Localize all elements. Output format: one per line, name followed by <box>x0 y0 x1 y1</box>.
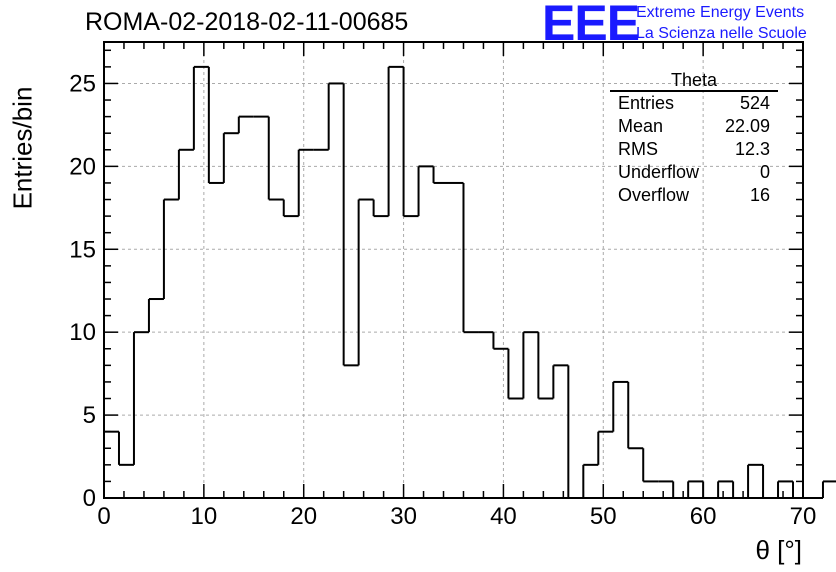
stats-label: RMS <box>618 139 658 159</box>
axes: 0 10 20 30 40 50 60 70 0 5 10 15 20 25 <box>69 41 817 530</box>
plot-frame <box>103 41 804 499</box>
x-tick-label: 0 <box>97 503 110 530</box>
stats-row-mean: Mean 22.09 <box>610 115 778 138</box>
stats-title: Theta <box>610 70 778 92</box>
stats-label: Overflow <box>618 185 690 205</box>
stats-label: Underflow <box>618 162 700 182</box>
stats-value: 16 <box>749 185 770 205</box>
y-tick-label: 0 <box>83 485 96 512</box>
x-tick-label: 30 <box>390 503 417 530</box>
y-tick-label: 20 <box>69 153 96 180</box>
y-tick-label: 25 <box>69 70 96 97</box>
y-tick-label: 5 <box>83 402 96 429</box>
x-axis-label: θ [°] <box>755 535 802 565</box>
grid-lines <box>104 42 803 498</box>
plot-title: ROMA-02-2018-02-11-00685 <box>85 8 409 36</box>
stats-row-overflow: Overflow 16 <box>610 184 778 207</box>
x-tick-label: 70 <box>790 503 817 530</box>
logo-text-line1: Extreme Energy Events <box>636 4 805 21</box>
x-tick-label: 10 <box>191 503 218 530</box>
y-tick-label: 10 <box>69 319 96 346</box>
stats-label: Entries <box>618 93 675 113</box>
x-tick-label: 40 <box>490 503 517 530</box>
histogram-bars <box>103 65 836 499</box>
stats-row-underflow: Underflow 0 <box>610 161 778 184</box>
x-tick-label: 50 <box>590 503 617 530</box>
x-tick-label: 20 <box>290 503 317 530</box>
stats-row-rms: RMS 12.3 <box>610 138 778 161</box>
stats-box: Theta Entries 524 Mean 22.09 RMS 12.3 Un… <box>610 70 778 207</box>
y-tick-label: 15 <box>69 236 96 263</box>
x-tick-label: 60 <box>690 503 717 530</box>
logo-text-line2: La Scienza nelle Scuole <box>636 25 807 42</box>
stats-value: 22.09 <box>724 116 770 136</box>
stats-value: 524 <box>739 93 770 113</box>
stats-value: 0 <box>759 162 770 182</box>
stats-value: 12.3 <box>734 139 770 159</box>
y-axis-label-text: Entries/bin <box>7 86 38 210</box>
stats-label: Mean <box>618 116 664 136</box>
y-axis-label: Entries/bin <box>8 87 38 210</box>
stats-row-entries: Entries 524 <box>610 92 778 115</box>
eee-logo: EEE <box>542 0 640 51</box>
